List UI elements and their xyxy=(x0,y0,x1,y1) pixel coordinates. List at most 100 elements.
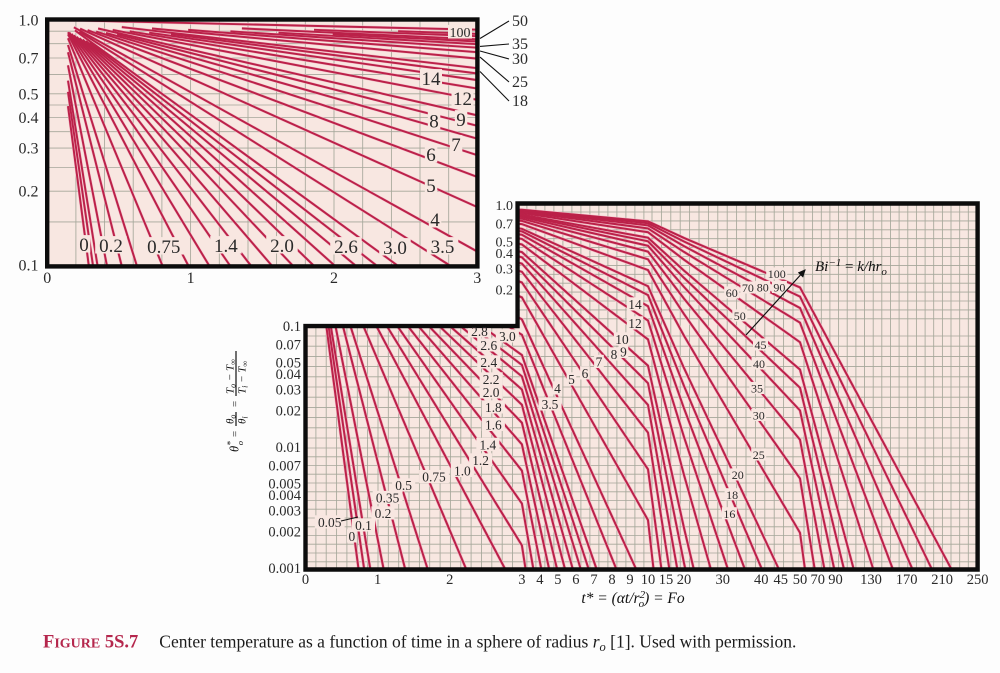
svg-text:14: 14 xyxy=(422,69,442,90)
svg-text:0.003: 0.003 xyxy=(268,503,301,519)
svg-text:35: 35 xyxy=(512,36,528,53)
svg-text:2.0: 2.0 xyxy=(270,236,294,257)
svg-text:4: 4 xyxy=(430,210,440,231)
svg-text:2.6: 2.6 xyxy=(334,237,358,258)
svg-text:12: 12 xyxy=(453,89,472,110)
svg-text:100: 100 xyxy=(768,267,786,281)
svg-text:2: 2 xyxy=(446,572,453,588)
svg-text:80: 80 xyxy=(757,281,769,295)
svg-text:1.0: 1.0 xyxy=(496,199,514,214)
svg-text:0.3: 0.3 xyxy=(496,262,514,277)
svg-text:0.02: 0.02 xyxy=(276,404,301,420)
svg-text:0.75: 0.75 xyxy=(147,237,180,258)
svg-text:1.4: 1.4 xyxy=(480,438,497,453)
svg-text:10: 10 xyxy=(641,572,656,588)
svg-text:0.07: 0.07 xyxy=(276,338,301,354)
svg-text:30: 30 xyxy=(512,51,528,68)
svg-text:θ: θ xyxy=(228,446,242,452)
svg-text:40: 40 xyxy=(753,357,765,371)
svg-text:5: 5 xyxy=(426,176,436,197)
svg-text:90: 90 xyxy=(828,572,843,588)
svg-text:=: = xyxy=(230,401,242,407)
svg-text:0.5: 0.5 xyxy=(496,235,514,250)
svg-text:3: 3 xyxy=(518,572,525,588)
svg-text:50: 50 xyxy=(734,309,746,323)
svg-text:0.01: 0.01 xyxy=(276,440,301,456)
svg-text:70: 70 xyxy=(811,572,826,588)
svg-text:0.05: 0.05 xyxy=(318,515,342,530)
svg-text:25: 25 xyxy=(753,448,765,462)
svg-text:6: 6 xyxy=(582,366,589,381)
svg-text:o: o xyxy=(235,441,245,445)
svg-text:0: 0 xyxy=(349,529,356,544)
svg-text:18: 18 xyxy=(726,488,738,502)
svg-text:3.0: 3.0 xyxy=(499,329,516,344)
svg-text:2.0: 2.0 xyxy=(483,385,500,400)
svg-text:0.1: 0.1 xyxy=(19,258,39,275)
svg-text:6: 6 xyxy=(426,145,436,166)
svg-text:50: 50 xyxy=(793,572,808,588)
svg-text:5: 5 xyxy=(554,572,561,588)
svg-text:2.8: 2.8 xyxy=(471,324,488,339)
svg-text:8: 8 xyxy=(429,112,439,133)
svg-text:1.0: 1.0 xyxy=(454,464,471,479)
svg-text:50: 50 xyxy=(512,13,528,30)
svg-text:9: 9 xyxy=(620,345,627,360)
svg-text:210: 210 xyxy=(931,572,953,588)
svg-text:3: 3 xyxy=(473,270,481,287)
svg-text:90: 90 xyxy=(773,281,785,295)
svg-text:18: 18 xyxy=(512,93,528,110)
svg-text:4: 4 xyxy=(536,572,544,588)
svg-text:130: 130 xyxy=(860,572,882,588)
svg-text:0.05: 0.05 xyxy=(276,355,301,371)
svg-text:6: 6 xyxy=(572,572,579,588)
svg-text:5: 5 xyxy=(568,372,575,387)
svg-text:60: 60 xyxy=(726,286,738,300)
svg-text:0.005: 0.005 xyxy=(268,476,301,492)
svg-text:2.6: 2.6 xyxy=(480,338,497,353)
svg-text:10: 10 xyxy=(615,332,629,347)
svg-text:8: 8 xyxy=(611,347,618,362)
svg-text:250: 250 xyxy=(967,572,989,588)
svg-text:0.2: 0.2 xyxy=(19,184,39,201)
svg-text:1.0: 1.0 xyxy=(19,13,39,30)
svg-text:Bi−1 = k/hro: Bi−1 = k/hro xyxy=(815,257,887,278)
svg-text:9: 9 xyxy=(456,110,466,131)
svg-text:7: 7 xyxy=(590,572,597,588)
svg-text:20: 20 xyxy=(732,468,744,482)
svg-text:0.4: 0.4 xyxy=(19,110,39,127)
svg-text:2.4: 2.4 xyxy=(480,355,497,370)
svg-text:0.004: 0.004 xyxy=(268,488,301,504)
svg-text:0.2: 0.2 xyxy=(496,284,514,299)
svg-text:*: * xyxy=(226,440,236,445)
svg-text:=: = xyxy=(230,431,242,437)
svg-text:0.1: 0.1 xyxy=(283,319,301,335)
svg-text:30: 30 xyxy=(715,572,730,588)
svg-text:9: 9 xyxy=(626,572,633,588)
svg-text:1.6: 1.6 xyxy=(485,418,502,433)
svg-text:7: 7 xyxy=(596,355,603,370)
svg-text:0.03: 0.03 xyxy=(276,382,301,398)
svg-text:15: 15 xyxy=(659,572,674,588)
svg-text:170: 170 xyxy=(896,572,918,588)
svg-text:45: 45 xyxy=(773,572,788,588)
svg-text:35: 35 xyxy=(751,382,763,396)
svg-text:θi: θi xyxy=(237,416,250,424)
svg-text:0.1: 0.1 xyxy=(355,518,372,533)
svg-text:t* = (αt/r2o) = Fo: t* = (αt/r2 o) = Fo xyxy=(581,589,685,610)
svg-text:1.8: 1.8 xyxy=(485,400,502,415)
svg-text:40: 40 xyxy=(754,572,769,588)
svg-text:0.75: 0.75 xyxy=(422,470,446,485)
svg-text:70: 70 xyxy=(742,281,754,295)
svg-text:0.5: 0.5 xyxy=(395,478,412,493)
svg-text:2.2: 2.2 xyxy=(483,372,500,387)
svg-text:20: 20 xyxy=(677,572,692,588)
svg-text:1: 1 xyxy=(187,270,195,287)
svg-text:30: 30 xyxy=(753,409,765,423)
svg-text:16: 16 xyxy=(723,507,735,521)
svg-text:0.2: 0.2 xyxy=(99,236,123,257)
svg-text:100: 100 xyxy=(450,26,471,41)
svg-text:0: 0 xyxy=(43,270,51,287)
svg-text:8: 8 xyxy=(608,572,615,588)
